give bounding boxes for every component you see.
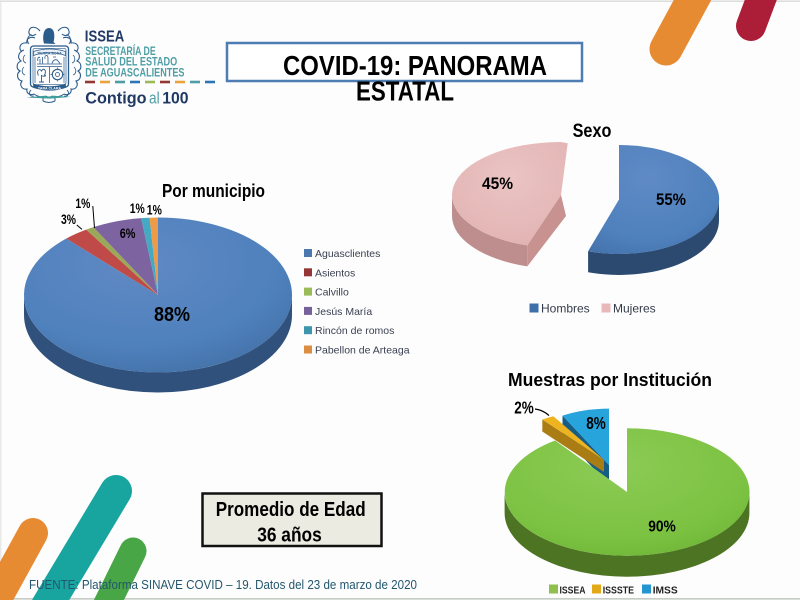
svg-text:36 años: 36 años	[257, 525, 322, 547]
svg-text:1%: 1%	[147, 203, 162, 218]
svg-text:Contigo: Contigo	[85, 90, 146, 108]
svg-text:ISSSTE: ISSSTE	[603, 585, 634, 597]
svg-text:8%: 8%	[586, 413, 606, 433]
svg-text:ISSEA: ISSEA	[85, 29, 125, 46]
svg-text:TIERRA BONA: TIERRA BONA	[37, 52, 62, 56]
svg-text:ISSEA: ISSEA	[560, 585, 586, 597]
svg-text:6%: 6%	[120, 226, 136, 241]
svg-text:1%: 1%	[130, 201, 145, 216]
svg-text:Sexo: Sexo	[573, 121, 612, 142]
svg-text:SALUD DEL ESTADO: SALUD DEL ESTADO	[85, 57, 177, 69]
svg-text:Mujeres: Mujeres	[613, 302, 656, 316]
svg-text:ESTATAL: ESTATAL	[356, 76, 454, 107]
svg-text:100: 100	[162, 90, 188, 108]
svg-text:Promedio de Edad: Promedio de Edad	[216, 499, 366, 521]
svg-text:2%: 2%	[514, 398, 534, 418]
svg-text:TARA CLARA: TARA CLARA	[38, 87, 62, 91]
svg-text:SECRETARÍA DE: SECRETARÍA DE	[85, 45, 156, 58]
svg-text:55%: 55%	[656, 190, 686, 209]
svg-text:Calvillo: Calvillo	[315, 287, 349, 299]
svg-text:IMSS: IMSS	[653, 585, 678, 597]
svg-text:Rincón de romos: Rincón de romos	[315, 325, 394, 337]
svg-text:Muestras por Institución: Muestras por Institución	[508, 369, 712, 390]
svg-text:Pabellon de Arteaga: Pabellon de Arteaga	[315, 345, 410, 357]
svg-text:88%: 88%	[154, 304, 190, 326]
svg-text:Aguasclientes: Aguasclientes	[315, 248, 380, 260]
svg-text:COVID-19: PANORAMA: COVID-19: PANORAMA	[283, 50, 547, 81]
svg-text:al: al	[149, 90, 160, 108]
svg-text:DE AGUASCALIENTES: DE AGUASCALIENTES	[85, 67, 184, 79]
svg-text:3%: 3%	[61, 212, 76, 227]
svg-text:FUENTE: Plataforma SINAVE COVI: FUENTE: Plataforma SINAVE COVID – 19. Da…	[29, 577, 417, 592]
svg-text:1%: 1%	[75, 196, 90, 211]
svg-text:Jesús María: Jesús María	[315, 306, 372, 318]
svg-text:90%: 90%	[648, 519, 676, 536]
svg-text:45%: 45%	[482, 174, 513, 193]
svg-text:Hombres: Hombres	[541, 302, 590, 316]
svg-text:Por municipio: Por municipio	[162, 181, 265, 201]
svg-text:Asientos: Asientos	[315, 267, 355, 279]
